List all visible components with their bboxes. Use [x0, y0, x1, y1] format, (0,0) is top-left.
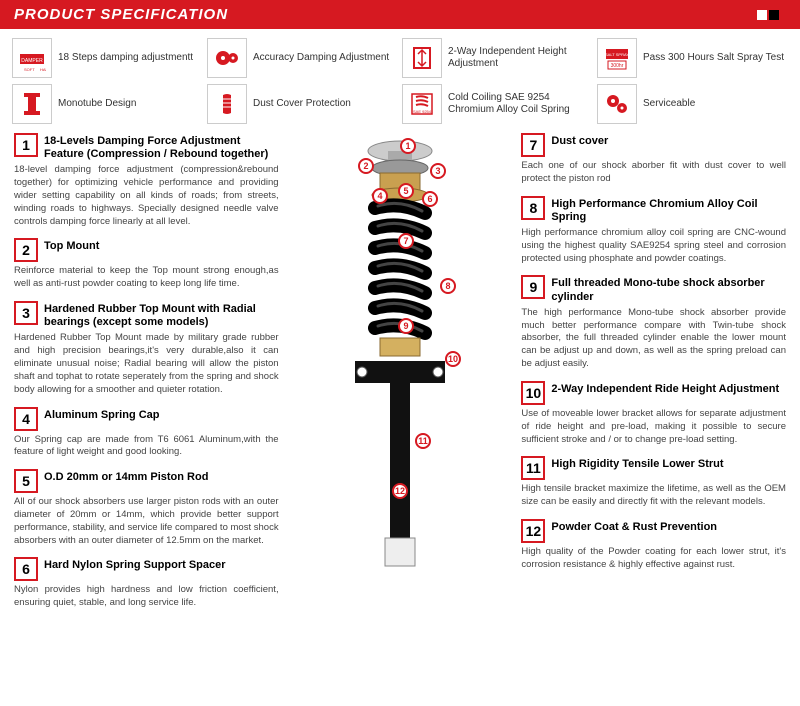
item-number-box: 12: [521, 519, 545, 543]
item-title: High Rigidity Tensile Lower Strut: [551, 456, 723, 471]
svg-text:HARD: HARD: [40, 67, 46, 72]
item-title: High Performance Chromium Alloy Coil Spr…: [551, 196, 786, 224]
spec-item: 6 Hard Nylon Spring Support Spacer Nylon p…: [14, 557, 279, 610]
feature-label: Pass 300 Hours Salt Spray Test: [643, 52, 784, 64]
item-number-box: 1: [14, 133, 38, 157]
diagram-marker-1: 1: [400, 138, 416, 154]
item-description: High tensile bracket maximize the lifeti…: [521, 483, 786, 509]
svg-text:SAE 9254: SAE 9254: [413, 109, 432, 114]
svg-text:SALT SPRAY: SALT SPRAY: [605, 52, 629, 57]
item-number-box: 5: [14, 469, 38, 493]
diagram-marker-4: 4: [372, 188, 388, 204]
diagram-marker-11: 11: [415, 433, 431, 449]
item-number-box: 3: [14, 301, 38, 325]
item-title: Hardened Rubber Top Mount with Radial be…: [44, 301, 279, 329]
item-description: All of our shock absorbers use larger pi…: [14, 496, 279, 547]
damper-icon: DAMPER SOFT HARD: [12, 38, 52, 78]
feature-item: SAE 9254 Cold Coiling SAE 9254 Chromium A…: [400, 81, 595, 127]
spec-item: 118-Levels Damping Force Adjustment Feat…: [14, 133, 279, 228]
spec-item: 12 Powder Coat & Rust Prevention High qual…: [521, 519, 786, 572]
item-description: The high performance Mono-tube shock abs…: [521, 307, 786, 371]
item-description: Hardened Rubber Top Mount made by milita…: [14, 332, 279, 396]
height-icon: [402, 38, 442, 78]
item-description: Reinforce material to keep the Top mount…: [14, 265, 279, 291]
item-number-box: 7: [521, 133, 545, 157]
item-title: Aluminum Spring Cap: [44, 407, 160, 422]
item-number-box: 9: [521, 275, 545, 299]
feature-label: Cold Coiling SAE 9254 Chromium Alloy Coi…: [448, 92, 593, 116]
feature-label: Accuracy Damping Adjustment: [253, 52, 389, 64]
item-title: Dust cover: [551, 133, 608, 148]
item-title: O.D 20mm or 14mm Piston Rod: [44, 469, 208, 484]
diagram-marker-9: 9: [398, 318, 414, 334]
main-content: 118-Levels Damping Force Adjustment Feat…: [0, 131, 800, 622]
spec-item: 5 O.D 20mm or 14mm Piston Rod All of our s…: [14, 469, 279, 547]
diagram-marker-6: 6: [422, 191, 438, 207]
center-column: 123456789101112: [283, 133, 518, 620]
item-title: Top Mount: [44, 238, 99, 253]
spring-icon: SAE 9254: [402, 84, 442, 124]
diagram-marker-5: 5: [398, 183, 414, 199]
feature-item: SALT SPRAY 300hr Pass 300 Hours Salt Spray…: [595, 35, 790, 81]
salt-icon: SALT SPRAY 300hr: [597, 38, 637, 78]
item-description: High quality of the Powder coating for e…: [521, 546, 786, 572]
header-bar: PRODUCT SPECIFICATION: [0, 0, 800, 29]
diagram-marker-2: 2: [358, 158, 374, 174]
feature-item: Dust Cover Protection: [205, 81, 400, 127]
diagram-marker-10: 10: [445, 351, 461, 367]
diagram-marker-12: 12: [392, 483, 408, 499]
monotube-icon: [12, 84, 52, 124]
feature-label: 18 Steps damping adjustmentt: [58, 52, 193, 64]
right-column: 7 Dust cover Each one of our shock aborber…: [517, 133, 790, 620]
svg-text:SOFT: SOFT: [24, 67, 35, 72]
item-title: Full threaded Mono-tube shock absorber c…: [551, 275, 786, 303]
item-number-box: 4: [14, 407, 38, 431]
gears-icon: [207, 38, 247, 78]
dustcover-icon: [207, 84, 247, 124]
item-title: 2-Way Independent Ride Height Adjustment: [551, 381, 779, 396]
spec-item: 7 Dust cover Each one of our shock aborber…: [521, 133, 786, 186]
spec-item: 4 Aluminum Spring Cap Our Spring cap are m…: [14, 407, 279, 460]
spec-item: 11 High Rigidity Tensile Lower Strut High …: [521, 456, 786, 509]
feature-item: Accuracy Damping Adjustment: [205, 35, 400, 81]
item-description: High performance chromium alloy coil spr…: [521, 227, 786, 265]
features-grid: DAMPER SOFT HARD 18 Steps damping adjustmen…: [0, 29, 800, 131]
item-description: Use of moveable lower bracket allows for…: [521, 408, 786, 446]
left-column: 118-Levels Damping Force Adjustment Feat…: [10, 133, 283, 620]
diagram-marker-7: 7: [398, 233, 414, 249]
svg-text:DAMPER: DAMPER: [21, 58, 43, 64]
feature-item: 2-Way Independent Height Adjustment: [400, 35, 595, 81]
feature-label: Serviceable: [643, 98, 695, 110]
item-number-box: 2: [14, 238, 38, 262]
feature-item: Serviceable: [595, 81, 790, 127]
spec-item: 9Full threaded Mono-tube shock absorber …: [521, 275, 786, 370]
service-icon: [597, 84, 637, 124]
spec-item: 10 2-Way Independent Ride Height Adjustme…: [521, 381, 786, 446]
item-number-box: 6: [14, 557, 38, 581]
item-title: Powder Coat & Rust Prevention: [551, 519, 717, 534]
feature-label: Dust Cover Protection: [253, 98, 351, 110]
item-title: Hard Nylon Spring Support Spacer: [44, 557, 226, 572]
item-description: Nylon provides high hardness and low fri…: [14, 584, 279, 610]
feature-item: DAMPER SOFT HARD 18 Steps damping adjustmen…: [10, 35, 205, 81]
spec-item: 2 Top Mount Reinforce material to keep the…: [14, 238, 279, 291]
diagram-marker-8: 8: [440, 278, 456, 294]
spec-item: 8High Performance Chromium Alloy Coil Sp…: [521, 196, 786, 266]
feature-label: Monotube Design: [58, 98, 136, 110]
coilover-diagram: 123456789101112: [310, 133, 490, 573]
item-description: Our Spring cap are made from T6 6061 Alu…: [14, 434, 279, 460]
item-description: 18-level damping force adjustment (compr…: [14, 164, 279, 228]
item-number-box: 10: [521, 381, 545, 405]
header-flag-icon: [756, 0, 780, 29]
item-title: 18-Levels Damping Force Adjustment Featu…: [44, 133, 279, 161]
feature-item: Monotube Design: [10, 81, 205, 127]
item-description: Each one of our shock aborber fit with d…: [521, 160, 786, 186]
item-number-box: 8: [521, 196, 545, 220]
diagram-marker-3: 3: [430, 163, 446, 179]
spec-item: 3Hardened Rubber Top Mount with Radial b…: [14, 301, 279, 396]
feature-label: 2-Way Independent Height Adjustment: [448, 46, 593, 70]
svg-text:300hr: 300hr: [611, 63, 624, 69]
header-title: PRODUCT SPECIFICATION: [14, 6, 228, 23]
item-number-box: 11: [521, 456, 545, 480]
